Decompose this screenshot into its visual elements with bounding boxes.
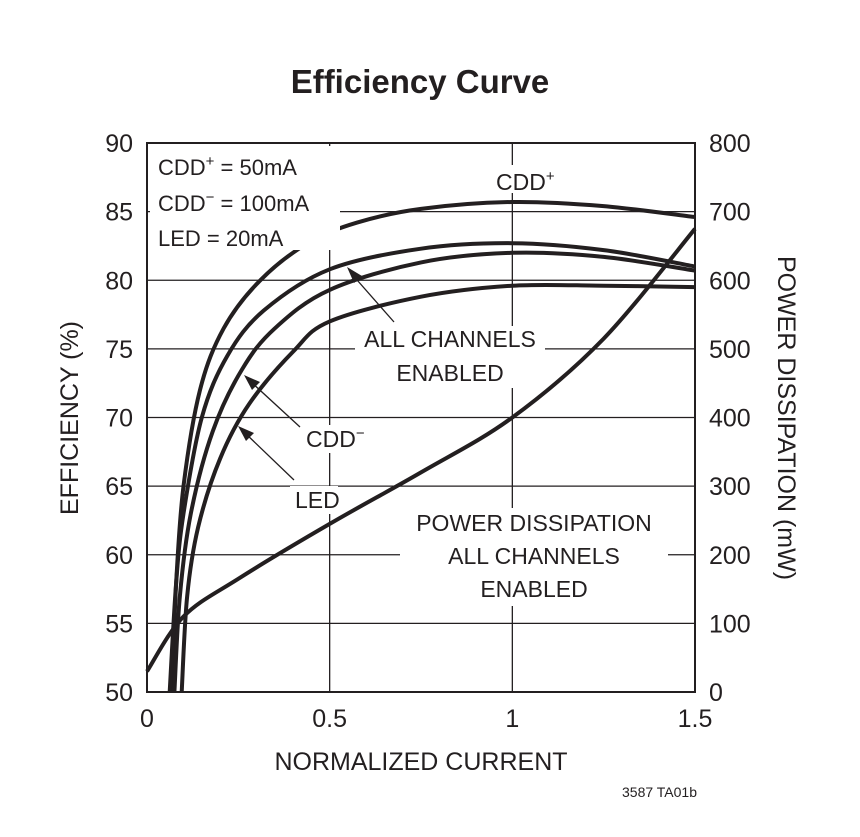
plot-frame <box>146 142 696 693</box>
y-tick-label: 85 <box>105 199 133 227</box>
label-background <box>355 326 545 388</box>
svg-text:ALL CHANNELS: ALL CHANNELS <box>364 326 536 352</box>
y-tick-label: 90 <box>105 130 133 158</box>
y2-tick-label: 0 <box>709 679 723 707</box>
svg-text:CDD− = 100mA: CDD− = 100mA <box>158 189 310 216</box>
tick-labels: 50 55 60 65 70 75 80 85 90 0 100 200 300 400 500 600 700… <box>105 130 751 733</box>
svg-text:ENABLED: ENABLED <box>480 576 587 602</box>
series-line-3 <box>179 282 696 693</box>
x-axis-label: NORMALIZED CURRENT <box>274 748 567 776</box>
y2-tick-label: 200 <box>709 542 751 570</box>
y-tick-label: 70 <box>105 405 133 433</box>
annotation-cdd-minus: CDD− <box>244 375 365 452</box>
svg-text:ALL CHANNELS: ALL CHANNELS <box>448 543 620 569</box>
label-backgrounds <box>290 165 668 606</box>
series-line-1 <box>167 241 696 693</box>
x-tick-label: 1.5 <box>678 705 713 733</box>
series-line-4 <box>145 227 697 673</box>
svg-text:CDD+: CDD+ <box>496 168 555 195</box>
curves <box>145 199 697 693</box>
x-tick-label: 0 <box>140 705 154 733</box>
svg-text:POWER DISSIPATION: POWER DISSIPATION <box>416 510 652 536</box>
x-tick-label: 0.5 <box>312 705 347 733</box>
svg-text:ENABLED: ENABLED <box>396 360 503 386</box>
label-background <box>300 425 362 453</box>
annotation-cdd-plus: CDD+ <box>496 168 555 195</box>
chart-title: Efficiency Curve <box>291 63 550 100</box>
y2-tick-label: 400 <box>709 405 751 433</box>
series-line-2 <box>172 250 696 693</box>
y-tick-label: 55 <box>105 610 133 638</box>
annotation-power: POWER DISSIPATION ALL CHANNELS ENABLED <box>416 510 652 602</box>
x-tick-label: 1 <box>505 705 519 733</box>
y2-tick-label: 500 <box>709 336 751 364</box>
y2-tick-label: 800 <box>709 130 751 158</box>
svg-text:LED = 20mA: LED = 20mA <box>158 226 284 251</box>
conditions-legend: CDD+ = 50mA CDD− = 100mA LED = 20mA <box>150 146 340 251</box>
y2-tick-label: 700 <box>709 199 751 227</box>
svg-text:CDD+ = 50mA: CDD+ = 50mA <box>158 153 297 180</box>
footnote: 3587 TA01b <box>622 784 697 800</box>
annotation-led: LED <box>238 426 340 513</box>
y-tick-label: 60 <box>105 542 133 570</box>
y-tick-label: 75 <box>105 336 133 364</box>
y2-tick-label: 300 <box>709 473 751 501</box>
label-background <box>490 165 565 193</box>
svg-text:CDD−: CDD− <box>306 425 365 452</box>
y2-tick-label: 600 <box>709 267 751 295</box>
y2-axis-label: POWER DISSIPATION (mW) <box>772 256 800 580</box>
y-tick-label: 65 <box>105 473 133 501</box>
y-tick-label: 80 <box>105 267 133 295</box>
annotation-all-channels: ALL CHANNELS ENABLED <box>347 267 536 386</box>
y-tick-label: 50 <box>105 679 133 707</box>
label-background <box>290 486 338 514</box>
series-line-0 <box>169 199 696 693</box>
label-background <box>400 508 668 606</box>
y2-tick-label: 100 <box>709 610 751 638</box>
y-axis-label: EFFICIENCY (%) <box>56 321 84 515</box>
svg-text:LED: LED <box>295 487 340 513</box>
